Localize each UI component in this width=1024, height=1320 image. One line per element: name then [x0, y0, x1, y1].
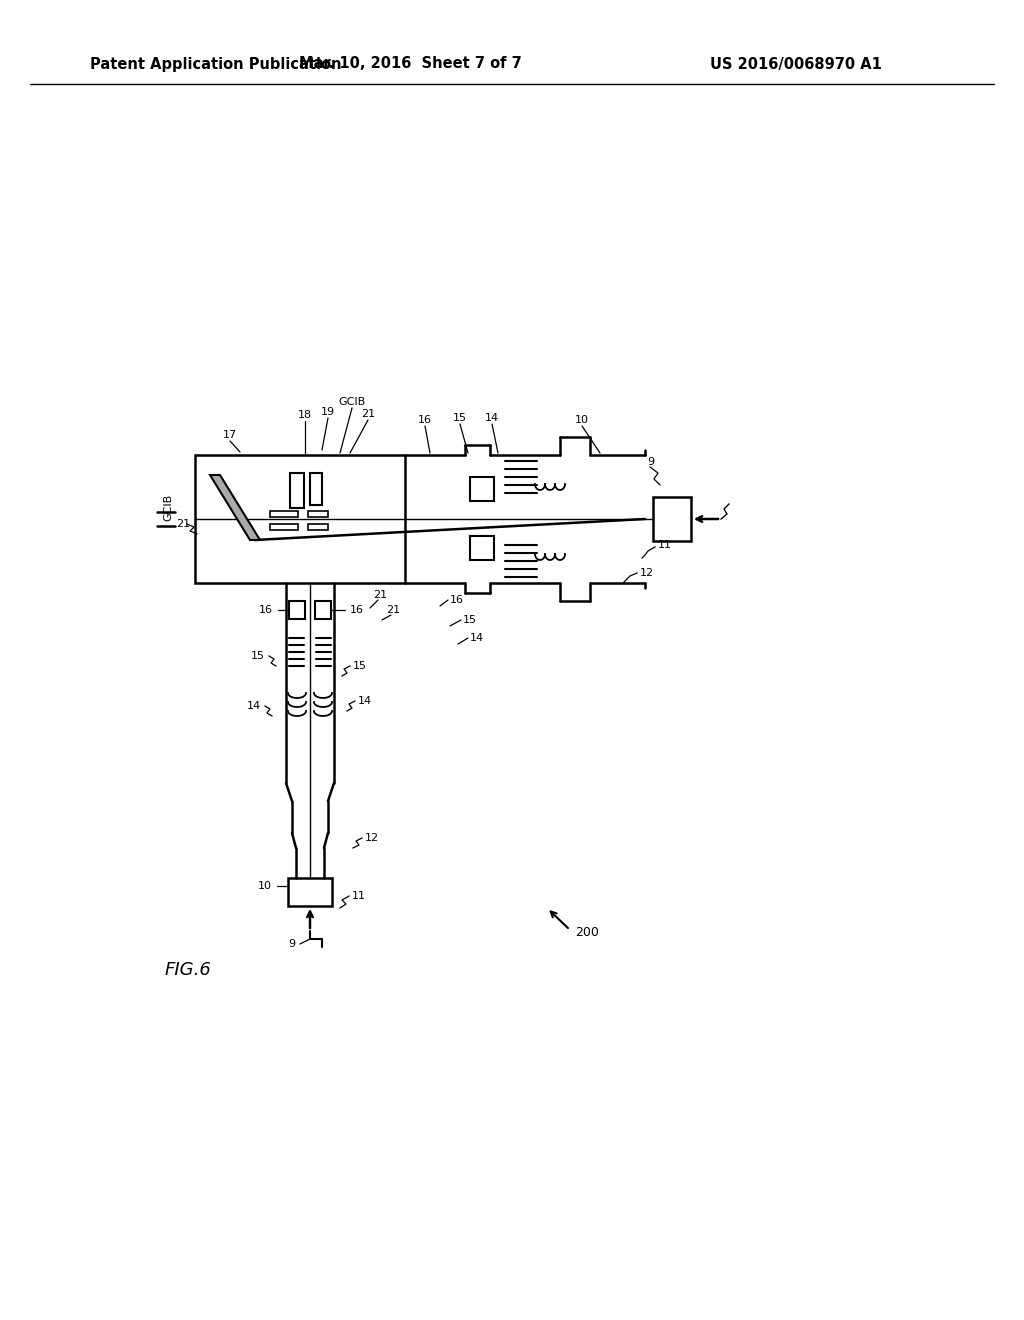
Text: 14: 14 [358, 696, 372, 706]
Text: 15: 15 [453, 413, 467, 422]
Text: 16: 16 [350, 605, 364, 615]
Text: 200: 200 [575, 925, 599, 939]
Bar [270, 524, 298, 531]
Text: 16: 16 [450, 595, 464, 605]
Text: 15: 15 [463, 615, 477, 624]
Bar [308, 524, 328, 531]
Text: 21: 21 [373, 590, 387, 601]
Text: 19: 19 [321, 407, 335, 417]
Text: 12: 12 [640, 568, 654, 578]
Bar [470, 536, 494, 560]
Bar [195, 455, 406, 583]
Bar [290, 473, 304, 508]
Text: 11: 11 [352, 891, 366, 902]
Text: 11: 11 [658, 540, 672, 550]
Bar [270, 511, 298, 517]
Text: GCIB: GCIB [163, 494, 173, 520]
Text: 21: 21 [360, 409, 375, 418]
Text: 16: 16 [259, 605, 273, 615]
Text: Patent Application Publication: Patent Application Publication [90, 57, 341, 71]
Bar [310, 473, 322, 506]
Text: 15: 15 [251, 651, 265, 661]
Text: GCIB: GCIB [338, 397, 366, 407]
Bar [308, 511, 328, 517]
Text: 17: 17 [223, 430, 238, 440]
Text: Mar. 10, 2016  Sheet 7 of 7: Mar. 10, 2016 Sheet 7 of 7 [299, 57, 521, 71]
Text: 10: 10 [575, 414, 589, 425]
Text: FIG.6: FIG.6 [165, 961, 212, 979]
Polygon shape [210, 475, 260, 540]
Text: 9: 9 [288, 939, 295, 949]
Text: 10: 10 [258, 880, 272, 891]
Text: 14: 14 [470, 634, 484, 643]
Text: 18: 18 [298, 411, 312, 420]
Bar [315, 601, 331, 619]
Bar [288, 878, 332, 906]
Bar [653, 498, 691, 541]
Text: 14: 14 [247, 701, 261, 711]
Text: 16: 16 [418, 414, 432, 425]
Bar [289, 601, 305, 619]
Text: 9: 9 [647, 457, 654, 467]
Text: US 2016/0068970 A1: US 2016/0068970 A1 [710, 57, 882, 71]
Text: 15: 15 [353, 661, 367, 671]
Text: 14: 14 [485, 413, 499, 422]
Text: 21: 21 [386, 605, 400, 615]
Text: 21: 21 [176, 519, 190, 529]
Bar [470, 477, 494, 502]
Text: 12: 12 [365, 833, 379, 843]
